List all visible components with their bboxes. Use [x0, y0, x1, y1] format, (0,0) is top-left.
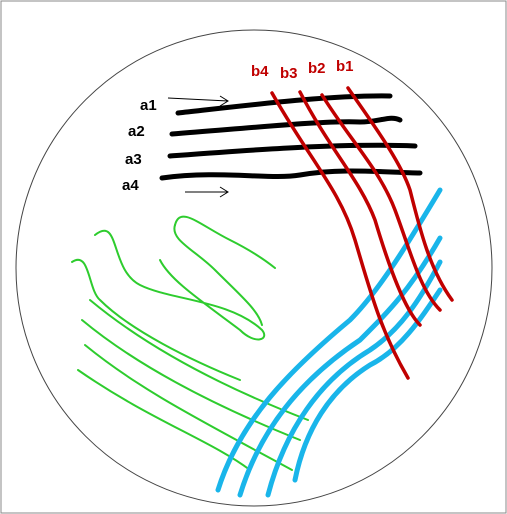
streak-plate-diagram: a1 a2 a3 a4 b4 b3 b2 b1	[0, 0, 507, 514]
label: b4	[251, 63, 269, 80]
label: a3	[125, 151, 142, 168]
label: b2	[308, 60, 326, 77]
label: a1	[140, 97, 157, 114]
page: {"labels": {"a": ["a1", "a2", "a3", "a4"…	[0, 0, 507, 514]
label: a4	[122, 177, 139, 194]
label: a2	[128, 123, 145, 140]
label: b1	[336, 58, 354, 75]
label: b3	[280, 65, 298, 82]
